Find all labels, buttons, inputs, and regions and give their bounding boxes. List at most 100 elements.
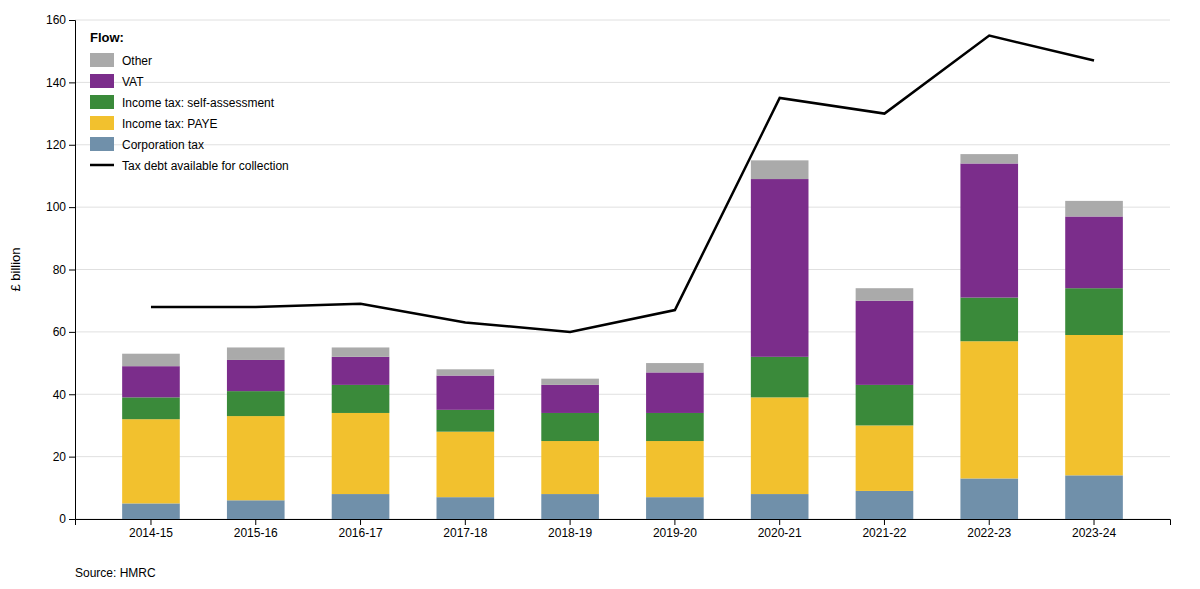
tick-label: 100 xyxy=(46,200,66,214)
bar xyxy=(1065,216,1123,288)
bar xyxy=(437,410,495,432)
bar xyxy=(437,497,495,519)
bar xyxy=(1065,201,1123,217)
grid xyxy=(75,20,1170,519)
tick-label: 2017-18 xyxy=(443,526,487,540)
tick-mark xyxy=(69,519,75,520)
tick-label: 2023-24 xyxy=(1072,526,1116,540)
bar xyxy=(122,366,180,397)
bar xyxy=(960,341,1018,478)
tick-mark xyxy=(989,519,990,525)
tick-label: 2016-17 xyxy=(339,526,383,540)
tick-mark xyxy=(69,394,75,395)
tick-label: 2020-21 xyxy=(758,526,802,540)
bar xyxy=(751,160,809,179)
tick-label: 2021-22 xyxy=(862,526,906,540)
tick-mark xyxy=(69,82,75,83)
bar-series xyxy=(122,154,1123,385)
legend-label: Other xyxy=(122,54,152,68)
tick-label: 40 xyxy=(53,388,67,402)
tick-label: 80 xyxy=(53,263,67,277)
tick-mark xyxy=(69,332,75,333)
tick: 80 xyxy=(53,263,75,277)
tick-label: 2022-23 xyxy=(967,526,1011,540)
x-axis: 2014-152015-162016-172017-182018-192019-… xyxy=(76,519,1171,540)
tick: 120 xyxy=(46,138,75,152)
tick: 100 xyxy=(46,200,75,214)
tick-label: 0 xyxy=(59,512,66,526)
legend-swatch xyxy=(90,95,114,109)
tick: 60 xyxy=(53,325,75,339)
bar xyxy=(856,491,914,519)
bar xyxy=(1065,288,1123,335)
line xyxy=(151,36,1094,332)
bar xyxy=(541,494,599,519)
tick-label: 20 xyxy=(53,450,67,464)
tick: 2022-23 xyxy=(967,519,1011,540)
bar xyxy=(332,357,390,385)
y-axis: 0 20 40 60 80 100 120 140 160 xyxy=(46,13,76,526)
bar xyxy=(122,397,180,419)
tick: 140 xyxy=(46,76,75,90)
tick: 2018-19 xyxy=(548,519,592,540)
tick-label: 2014-15 xyxy=(129,526,173,540)
legend-label: Income tax: self-assessment xyxy=(122,96,275,110)
tick-mark xyxy=(570,519,571,525)
bar-series xyxy=(122,335,1123,503)
bar xyxy=(541,413,599,441)
legend-swatch xyxy=(90,53,114,67)
bar-series xyxy=(122,163,1123,413)
bar xyxy=(856,301,914,385)
legend-label: Corporation tax xyxy=(122,138,204,152)
bar xyxy=(227,391,285,416)
bar xyxy=(960,478,1018,519)
bar xyxy=(332,494,390,519)
tick: 2020-21 xyxy=(758,519,802,540)
tick-mark xyxy=(779,519,780,525)
tick: 2016-17 xyxy=(339,519,383,540)
bar xyxy=(122,354,180,366)
legend-label: VAT xyxy=(122,75,144,89)
bar xyxy=(541,385,599,413)
bar xyxy=(541,379,599,385)
bar xyxy=(541,441,599,494)
tick-mark xyxy=(69,457,75,458)
tick-label: 160 xyxy=(46,13,66,27)
grid-line xyxy=(75,82,1170,83)
tick: 2023-24 xyxy=(1072,519,1116,540)
tick-mark xyxy=(1094,519,1095,525)
tick-mark xyxy=(674,519,675,525)
tick: 20 xyxy=(53,450,75,464)
bar xyxy=(751,179,809,357)
bar xyxy=(332,347,390,356)
tick-mark xyxy=(465,519,466,525)
legend-item: Corporation tax xyxy=(90,137,204,152)
bar xyxy=(332,413,390,494)
legend-label: Tax debt available for collection xyxy=(122,159,289,173)
legend: Flow:OtherVATIncome tax: self-assessment… xyxy=(90,30,289,173)
bar xyxy=(122,419,180,503)
legend-label: Income tax: PAYE xyxy=(122,117,218,131)
tick-label: 60 xyxy=(53,325,67,339)
tick: 160 xyxy=(46,13,75,27)
tick-mark xyxy=(150,519,151,525)
bar xyxy=(960,154,1018,163)
legend-item: Income tax: self-assessment xyxy=(90,95,275,110)
bar xyxy=(1065,335,1123,475)
bar xyxy=(960,163,1018,297)
tick: 2014-15 xyxy=(129,519,173,540)
tick-label: 2015-16 xyxy=(234,526,278,540)
bar xyxy=(751,357,809,398)
chart: 0 20 40 60 80 100 120 140 160 2014-15 2015-16 2016-… xyxy=(0,0,1200,589)
legend-item: Income tax: PAYE xyxy=(90,116,218,131)
legend-item: Other xyxy=(90,53,152,68)
tick: 2015-16 xyxy=(234,519,278,540)
bar xyxy=(646,441,704,497)
bar xyxy=(856,385,914,426)
bar xyxy=(332,385,390,413)
bar xyxy=(1065,475,1123,519)
plot-area xyxy=(122,36,1123,519)
legend-item: Tax debt available for collection xyxy=(90,159,289,173)
legend-item: VAT xyxy=(90,74,144,89)
bar-series xyxy=(122,288,1123,441)
